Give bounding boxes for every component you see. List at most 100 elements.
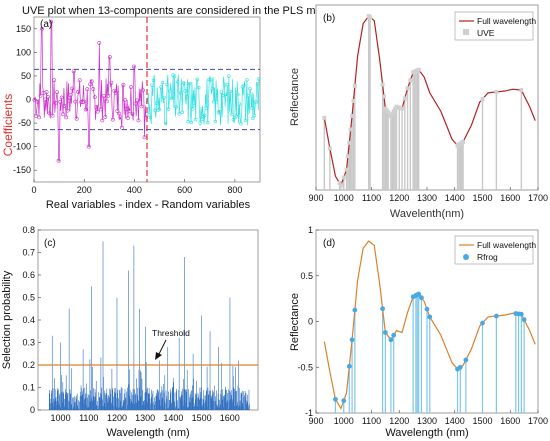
a-real-marker: [43, 97, 47, 102]
a-random-marker: [192, 103, 196, 108]
panel-c-arrowhead: [155, 352, 162, 360]
a-real-marker: [106, 93, 111, 98]
b-xtick-label-4: 1300: [417, 193, 437, 203]
panel-b-label: (b): [323, 13, 335, 24]
a-random-marker: [168, 89, 172, 93]
b-selected-marker: [393, 107, 398, 112]
b-selected-marker: [480, 97, 485, 102]
a-random-marker: [163, 121, 168, 126]
b-xtick-label-1: 1000: [334, 193, 354, 203]
a-random-marker: [242, 83, 246, 88]
a-random-marker: [197, 86, 201, 90]
a-random-marker: [230, 112, 234, 117]
panel-c-xlabel: Wavelength (nm): [106, 427, 189, 439]
d-selected-marker: [380, 306, 385, 312]
a-random-marker: [227, 74, 231, 78]
a-random-marker: [154, 101, 159, 105]
b-xtick-label-7: 1600: [500, 193, 520, 203]
a-random-marker: [150, 83, 154, 87]
a-random-marker: [252, 113, 257, 117]
d-ytick-label-3: 0.5: [300, 271, 313, 281]
b-xtick-label-3: 1200: [389, 193, 409, 203]
a-random-marker: [169, 96, 174, 101]
a-real-marker: [123, 97, 127, 102]
b-selected-marker: [391, 109, 396, 114]
a-real-marker: [74, 116, 79, 121]
a-real-marker: [58, 99, 63, 104]
a-real-marker: [77, 78, 82, 83]
b-selected-marker: [337, 181, 342, 186]
a-real-marker: [141, 88, 145, 93]
a-random-marker: [166, 107, 171, 111]
b-selected-marker: [388, 114, 393, 118]
a-real-marker: [50, 113, 55, 118]
panel-a-ylabel: Coefficients: [1, 94, 15, 156]
panel-d-legend: [454, 235, 534, 265]
panel-b-legend-swatch: [463, 29, 469, 35]
d-xtick-label-0: 900: [308, 416, 323, 426]
a-ytick-label-3: 0: [26, 95, 31, 105]
d-selected-marker: [352, 307, 358, 313]
a-random-marker: [177, 112, 181, 116]
a-random-marker: [191, 107, 195, 111]
panel-d-xlabel: Wavelength (nm): [385, 427, 468, 439]
a-random-marker: [207, 77, 211, 82]
panel-a-title: UVE plot when 13-components are consider…: [22, 5, 336, 17]
d-selected-marker: [427, 314, 433, 320]
a-random-marker: [213, 119, 218, 124]
b-xtick-label-2: 1100: [362, 193, 381, 203]
panel-c-threshold-annotation: Threshold: [152, 328, 190, 338]
a-real-marker: [76, 89, 81, 94]
panel-d-legend-marker: [463, 254, 469, 260]
b-selected-marker: [519, 88, 524, 93]
d-selected-marker: [382, 330, 388, 335]
panel-b-plot-area: 900 1000 1100 1200 1300 1400 1500 1600 1700: [308, 14, 548, 203]
a-real-marker: [130, 111, 135, 116]
a-real-marker: [62, 103, 67, 108]
a-random-marker: [178, 91, 183, 95]
b-selected-marker: [345, 154, 350, 159]
a-real-marker: [139, 104, 144, 109]
a-real-marker: [142, 135, 147, 140]
c-ytick-label-2: 0.2: [22, 360, 35, 370]
d-ytick-label-0: -1: [305, 408, 313, 418]
a-real-marker: [35, 100, 40, 104]
a-real-marker: [64, 115, 69, 120]
a-random-marker: [255, 81, 260, 86]
a-random-marker: [248, 87, 252, 91]
a-real-marker: [107, 55, 112, 59]
b-selected-marker: [322, 115, 327, 120]
b-xtick-label-8: 1700: [528, 193, 548, 203]
b-selected-marker: [381, 94, 386, 99]
panel-d: 900 1000 1100 1200 1300 1400 1500 1600 1700 -1 -0.…: [289, 225, 548, 439]
c-ytick-label-3: 0.3: [22, 338, 35, 348]
d-xtick-label-6: 1500: [472, 416, 492, 426]
d-selected-marker: [333, 396, 338, 402]
panel-b-xlabel: Wavelenth(nm): [390, 208, 464, 220]
a-random-marker: [157, 107, 162, 112]
b-selected-marker: [394, 104, 399, 109]
c-ytick-label-6: 0.6: [22, 270, 35, 280]
d-xtick-label-1: 1000: [334, 416, 354, 426]
c-xtick-label-0: 1000: [51, 413, 71, 423]
d-selected-marker: [457, 364, 463, 370]
a-real-marker: [46, 95, 50, 99]
a-random-marker: [204, 106, 208, 110]
a-real-marker: [124, 106, 129, 111]
a-random-marker: [234, 114, 239, 118]
d-ytick-label-1: -0.5: [297, 362, 313, 372]
a-random-marker: [257, 77, 261, 81]
b-selected-marker: [350, 114, 355, 118]
b-selected-marker: [380, 82, 385, 87]
b-selected-marker: [327, 146, 332, 151]
a-real-marker: [71, 69, 76, 74]
a-xtick-label-4: 800: [227, 185, 242, 195]
a-real-marker: [97, 41, 102, 45]
a-real-marker: [32, 98, 37, 102]
a-ytick-label-0: -150: [13, 165, 31, 175]
a-random-marker: [206, 120, 210, 125]
d-selected-marker: [463, 357, 469, 363]
d-ytick-label-2: 0: [308, 317, 313, 327]
a-random-marker: [175, 80, 180, 84]
a-real-marker: [70, 86, 75, 91]
